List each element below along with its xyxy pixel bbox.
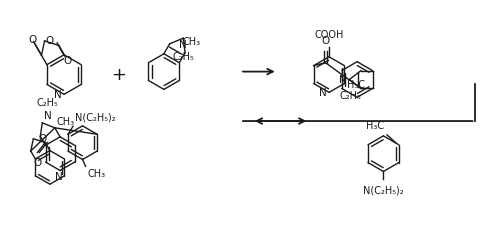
Text: N: N (179, 40, 187, 50)
Text: C₂H₅: C₂H₅ (37, 98, 58, 108)
Text: C₂H₅: C₂H₅ (172, 52, 194, 62)
Text: H₃C: H₃C (366, 121, 384, 131)
Text: C₂H₅: C₂H₅ (339, 91, 361, 101)
Text: CH₃: CH₃ (88, 169, 106, 179)
Text: CH₃: CH₃ (56, 117, 74, 127)
Text: N: N (319, 88, 327, 98)
Text: H₃C: H₃C (347, 80, 365, 90)
Text: CH₃: CH₃ (183, 37, 201, 47)
Text: COOH: COOH (314, 30, 344, 40)
Text: N: N (44, 111, 52, 121)
Text: N(C₂H₅)₂: N(C₂H₅)₂ (75, 112, 115, 123)
Text: N(C₂H₅)₂: N(C₂H₅)₂ (363, 185, 404, 195)
Text: O: O (28, 35, 37, 45)
Text: N: N (55, 172, 62, 182)
Text: O: O (63, 56, 72, 66)
Text: N: N (338, 75, 346, 85)
Text: O: O (45, 36, 54, 46)
Text: O: O (38, 134, 47, 144)
Text: O: O (33, 158, 41, 168)
Text: O: O (321, 36, 330, 46)
Text: N: N (54, 90, 62, 100)
Text: +: + (111, 65, 126, 84)
